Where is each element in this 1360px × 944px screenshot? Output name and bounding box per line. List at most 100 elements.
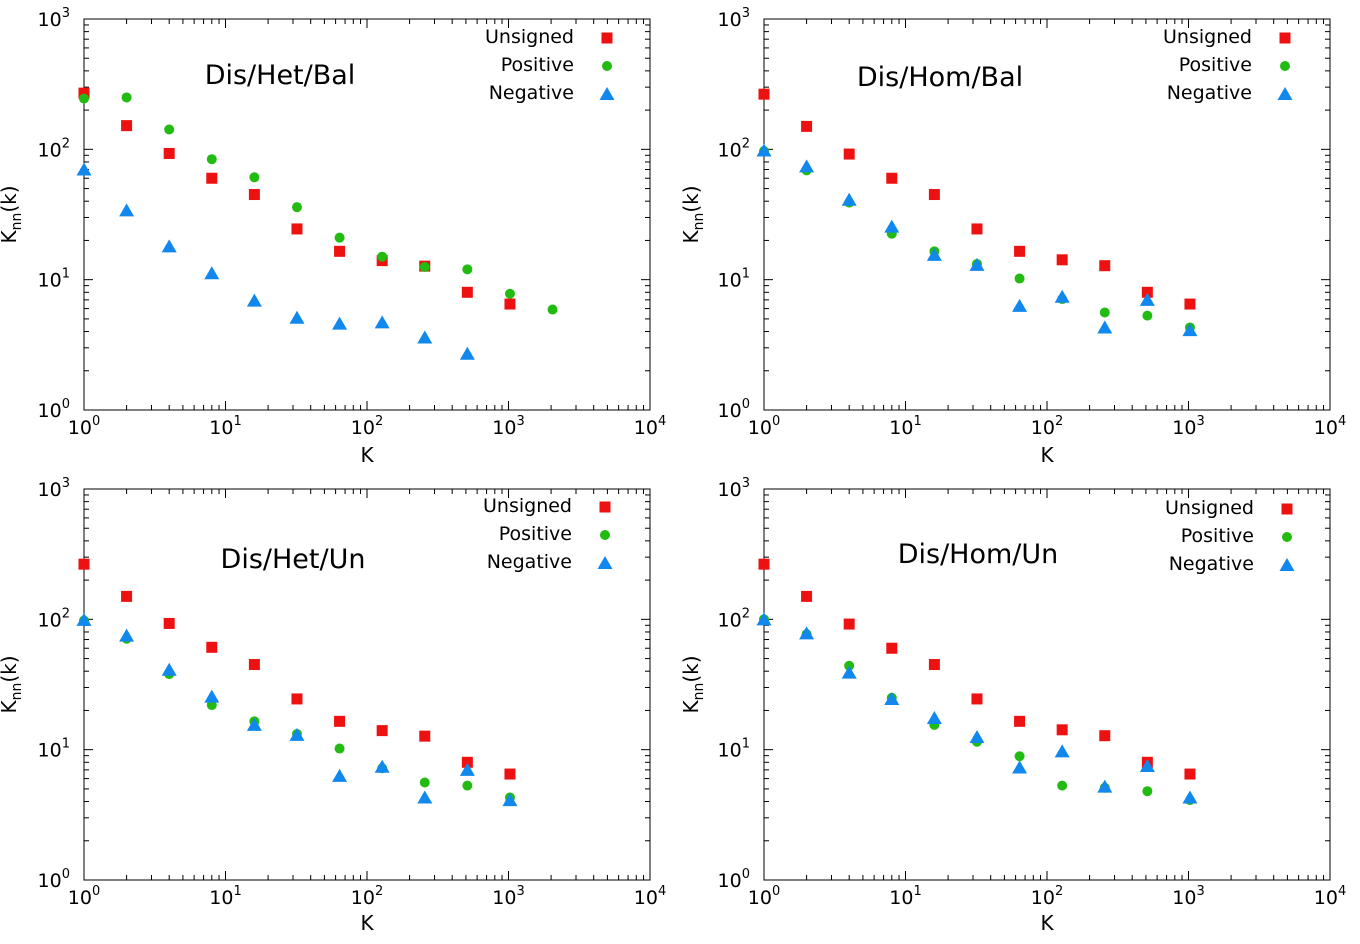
series-negative	[756, 143, 1198, 337]
data-point-positive	[291, 202, 302, 213]
data-point-negative	[1139, 292, 1155, 306]
data-point-unsigned	[334, 715, 346, 727]
x-axis-label: K	[1040, 443, 1054, 467]
legend-label-negative: Negative	[1167, 82, 1252, 104]
data-point-unsigned	[376, 725, 388, 737]
data-point-positive	[334, 232, 345, 243]
data-point-unsigned	[971, 223, 983, 235]
data-point-negative	[841, 192, 857, 206]
data-point-negative	[1139, 758, 1155, 772]
data-point-unsigned	[504, 298, 516, 310]
data-point-unsigned	[843, 148, 855, 160]
data-point-negative	[756, 612, 772, 626]
data-point-unsigned	[291, 693, 303, 705]
x-tick-label: 100	[68, 414, 100, 439]
data-point-positive	[1099, 307, 1110, 318]
data-point-negative	[417, 330, 433, 344]
data-point-unsigned	[163, 147, 175, 159]
panel-title: Dis/Het/Bal	[205, 60, 356, 91]
plot-frame	[83, 488, 651, 881]
data-point-unsigned	[121, 120, 133, 132]
x-tick-label: 103	[1172, 414, 1204, 439]
data-point-negative	[969, 730, 985, 744]
data-point-unsigned	[801, 590, 813, 602]
data-point-negative	[756, 143, 772, 157]
series-unsigned	[78, 558, 516, 780]
legend-label-positive: Positive	[1179, 54, 1252, 76]
data-point-positive	[504, 288, 515, 299]
y-tick-label: 100	[38, 867, 70, 892]
data-point-negative	[374, 759, 390, 773]
legend-label-positive: Positive	[501, 54, 574, 76]
legend-label-unsigned: Unsigned	[1165, 497, 1254, 519]
data-point-positive	[547, 304, 558, 315]
data-point-positive	[462, 780, 473, 791]
data-point-negative	[119, 628, 135, 642]
y-tick-label: 100	[718, 397, 750, 422]
series-positive	[759, 146, 1195, 333]
data-point-unsigned	[928, 189, 940, 201]
data-point-unsigned	[801, 120, 813, 132]
data-point-negative	[332, 768, 348, 782]
x-tick-label: 102	[351, 414, 383, 439]
legend-marker-negative	[597, 556, 613, 569]
plot-frame	[83, 18, 651, 411]
data-point-unsigned	[843, 618, 855, 630]
data-point-negative	[459, 762, 475, 776]
x-tick-label: 102	[351, 884, 383, 909]
y-axis-label: Knn(k)	[0, 185, 25, 243]
data-point-unsigned	[1141, 286, 1153, 298]
legend-label-negative: Negative	[1169, 553, 1254, 575]
legend-marker-positive	[1282, 532, 1292, 542]
data-point-unsigned	[1056, 724, 1068, 736]
data-point-unsigned	[206, 172, 218, 184]
data-point-unsigned	[206, 641, 218, 653]
legend: Unsigned Positive Negative	[1163, 26, 1293, 104]
y-tick-label: 103	[38, 6, 70, 31]
data-point-unsigned	[1184, 298, 1196, 310]
data-point-positive	[79, 93, 89, 104]
data-point-negative	[1097, 779, 1113, 793]
x-axis-label: K	[360, 443, 374, 467]
data-point-unsigned	[334, 245, 346, 257]
x-tick-label: 102	[1031, 414, 1063, 439]
data-point-positive	[121, 92, 132, 103]
data-point-unsigned	[1099, 260, 1111, 272]
legend: Unsigned Positive Negative	[483, 495, 613, 573]
y-tick-label: 103	[38, 476, 70, 501]
x-axis-label: K	[360, 911, 374, 935]
x-tick-label: 104	[1314, 414, 1346, 439]
legend-marker-unsigned	[599, 501, 611, 513]
panel-title: Dis/Hom/Un	[898, 539, 1059, 570]
y-tick-label: 102	[718, 606, 750, 631]
data-point-unsigned	[1014, 245, 1026, 257]
data-point-unsigned	[78, 558, 90, 570]
data-point-negative	[926, 710, 942, 724]
y-tick-label: 103	[718, 6, 750, 31]
data-point-positive	[1142, 310, 1153, 321]
data-point-negative	[76, 612, 92, 626]
y-tick-label: 102	[38, 136, 70, 161]
data-point-unsigned	[461, 756, 473, 768]
legend-marker-negative	[599, 87, 615, 100]
data-point-unsigned	[886, 642, 898, 654]
data-point-negative	[246, 293, 262, 307]
x-tick-label: 104	[634, 414, 666, 439]
series-negative	[76, 612, 518, 807]
legend-marker-positive	[600, 530, 610, 540]
legend-label-unsigned: Unsigned	[483, 495, 572, 517]
data-point-negative	[884, 219, 900, 233]
data-point-unsigned	[461, 286, 473, 298]
data-point-negative	[246, 717, 262, 731]
y-axis-label: Knn(k)	[679, 185, 707, 243]
data-point-unsigned	[971, 693, 983, 705]
data-point-unsigned	[928, 659, 940, 671]
legend: Unsigned Positive Negative	[485, 26, 615, 104]
legend-label-unsigned: Unsigned	[1163, 26, 1252, 48]
y-tick-label: 101	[718, 737, 750, 762]
data-point-negative	[417, 790, 433, 804]
x-axis-label: K	[1040, 911, 1054, 935]
data-point-negative	[119, 203, 135, 217]
series-positive	[79, 615, 515, 803]
